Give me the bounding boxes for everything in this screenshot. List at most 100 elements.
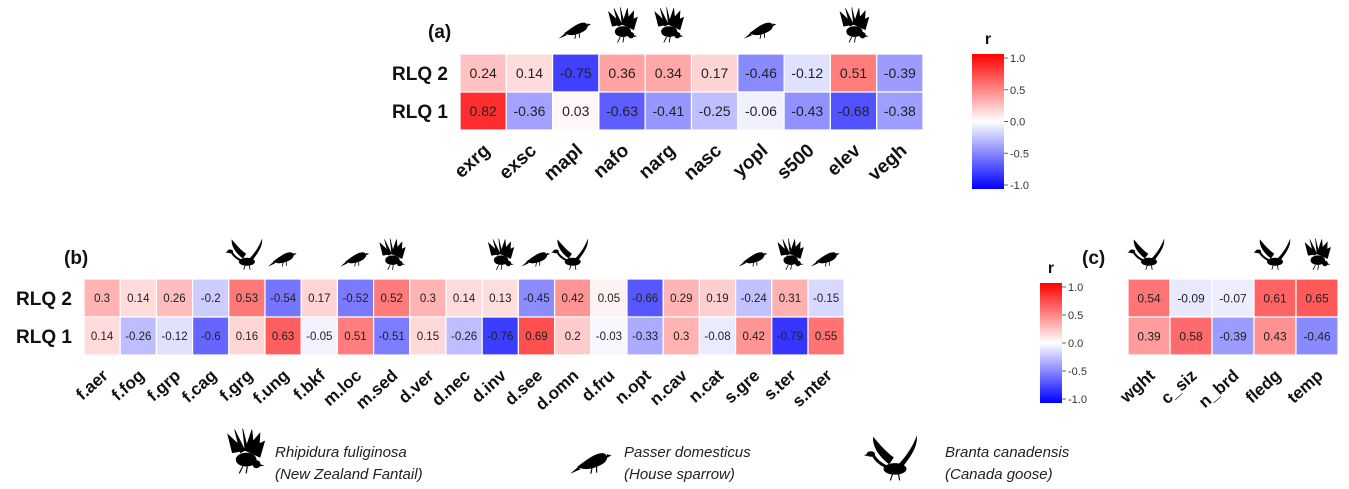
column-label: exsc	[495, 140, 541, 184]
legend-tick-label: 0.5	[1010, 85, 1025, 97]
heatmap-cell	[192, 278, 230, 318]
heatmap-cell	[505, 53, 554, 93]
cell-value: -0.63	[606, 103, 638, 119]
heatmap-cell	[590, 316, 628, 356]
species-common-name: (House sparrow)	[624, 466, 735, 483]
sparrow-icon	[521, 252, 551, 267]
cell-value: 0.65	[1305, 291, 1329, 305]
cell-value: -0.06	[745, 103, 777, 119]
heatmap-cell	[783, 91, 831, 131]
column-label: d.ver	[395, 366, 438, 408]
heatmap-cell	[336, 316, 375, 356]
row-label: RLQ 1	[392, 102, 448, 123]
cell-value: -0.41	[652, 103, 684, 119]
cell-value: 0.14	[127, 293, 150, 305]
heatmap-cell	[1253, 316, 1297, 356]
column-label: d.nec	[428, 366, 474, 410]
species-latin-name: Passer domesticus	[624, 444, 751, 461]
row-label: RLQ 1	[16, 327, 72, 348]
cell-value: 0.14	[91, 331, 114, 343]
panel-b: (b) RLQ 2 RLQ 1 0.3 0.14 0.26 -0.2 0.53 -0.54 0.1…	[16, 238, 1087, 414]
column-label: n.opt	[611, 366, 655, 408]
cell-value: -0.6	[201, 331, 221, 343]
heatmap-cell	[690, 91, 739, 131]
fantail-icon	[379, 238, 406, 270]
fantail-icon	[608, 7, 638, 43]
cell-value: -0.54	[270, 293, 297, 305]
heatmap-cell	[1295, 316, 1339, 356]
heatmap-cell	[1127, 278, 1171, 318]
cell-value: -0.25	[699, 103, 731, 119]
column-label: elev	[823, 140, 865, 181]
heatmap-cell	[373, 278, 411, 318]
cell-value: 0.36	[608, 65, 635, 81]
cell-value: -0.09	[1177, 291, 1205, 305]
cell-value: -0.39	[1219, 329, 1247, 343]
cell-value: -0.45	[523, 293, 549, 305]
heatmap-cell	[1211, 278, 1255, 318]
cell-value: -0.66	[632, 293, 658, 305]
cell-value: 0.29	[670, 293, 692, 305]
cell-value: -0.15	[813, 293, 839, 305]
heatmap-cell	[192, 316, 230, 356]
heatmap-cell	[336, 278, 375, 318]
heatmap-cell	[876, 53, 924, 93]
cell-value: -0.08	[704, 331, 730, 343]
heatmap-cell	[83, 316, 121, 356]
column-label: fledg	[1242, 366, 1285, 407]
cell-value: -0.52	[342, 293, 368, 305]
cell-value: 0.19	[706, 293, 728, 305]
column-label: n.cat	[685, 366, 727, 407]
cell-value: 0.53	[236, 293, 258, 305]
column-label: mapl	[540, 140, 587, 185]
heatmap-cell	[409, 278, 447, 318]
cell-value: 0.31	[779, 293, 801, 305]
heatmap-cell	[1169, 316, 1213, 356]
column-label: f.ung	[249, 366, 293, 408]
cell-value: -0.26	[125, 331, 151, 343]
column-label: s.nter	[789, 366, 836, 411]
column-label: yopl	[729, 140, 772, 182]
heatmap-cell	[517, 316, 556, 356]
column-label: vegh	[864, 140, 911, 185]
sparrow-icon	[810, 252, 840, 267]
cell-value: 0.42	[743, 331, 765, 343]
legend-tick-label: -1.0	[1068, 394, 1087, 406]
cell-value: 0.13	[489, 293, 511, 305]
heatmap-cell	[505, 91, 554, 131]
column-label: wght	[1116, 366, 1159, 408]
cell-value: 0.16	[236, 331, 258, 343]
goose-icon	[551, 238, 588, 270]
goose-icon	[1253, 238, 1291, 270]
sparrow-icon	[267, 252, 297, 267]
legend-title: r	[985, 31, 991, 48]
column-label: n_brd	[1195, 366, 1243, 412]
goose-icon	[1127, 238, 1165, 270]
legend-tick-label: 1.0	[1068, 282, 1083, 294]
cell-value: 0.24	[470, 65, 497, 81]
heatmap-cell	[1127, 316, 1171, 356]
legend-tick-label: -1.0	[1010, 180, 1029, 192]
cell-value: -0.46	[745, 65, 777, 81]
row-label: RLQ 2	[16, 289, 72, 310]
cell-value: 0.3	[94, 293, 110, 305]
cell-value: -0.39	[884, 65, 916, 81]
sparrow-icon	[743, 22, 777, 39]
cell-value: -0.68	[838, 103, 870, 119]
cell-value: 0.52	[381, 293, 403, 305]
heatmap-cell	[459, 53, 507, 93]
cell-value: 0.42	[562, 293, 584, 305]
column-label: d.inv	[468, 365, 511, 406]
cell-value: -0.03	[596, 331, 622, 343]
cell-value: 0.34	[655, 65, 682, 81]
heatmap-cell	[690, 53, 739, 93]
cell-value: 0.2	[565, 331, 581, 343]
sparrow-icon	[738, 252, 768, 267]
heatmap-cell	[1253, 278, 1297, 318]
panel-a: (a) RLQ 2 RLQ 1 0.24 0.14 -0.75 0.36 0.34 0.17 -0…	[392, 7, 1029, 192]
fantail-icon	[227, 428, 266, 474]
legend-tick-label: -0.5	[1010, 148, 1029, 160]
species-legend-item: Passer domesticus (House sparrow)	[570, 444, 751, 483]
cell-value: -0.38	[884, 103, 916, 119]
column-label: f.cag	[178, 366, 220, 407]
